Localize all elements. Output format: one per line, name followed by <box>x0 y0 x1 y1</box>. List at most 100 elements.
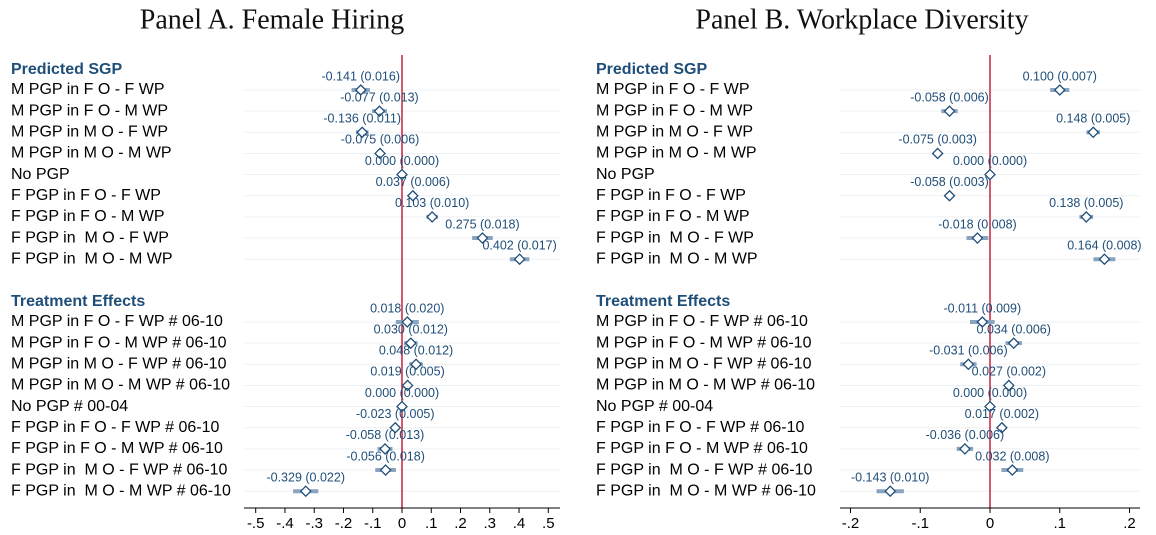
x-tick-label: -.2 <box>842 515 860 532</box>
row-label: F PGP in F O - F WP <box>596 187 746 204</box>
row-label: No PGP <box>596 166 655 183</box>
row-label: M PGP in M O - M WP # 06-10 <box>596 377 815 394</box>
value-label: -0.077 (0.013) <box>340 90 419 104</box>
group-heading: Predicted SGP <box>11 61 122 78</box>
estimate-marker <box>373 105 386 118</box>
estimate-marker <box>1053 84 1066 96</box>
value-label: 0.000 (0.000) <box>365 386 439 400</box>
x-tick-label: -.4 <box>276 515 294 532</box>
group-heading: Predicted SGP <box>596 61 707 78</box>
estimate-marker <box>884 485 897 498</box>
x-tick-label: .3 <box>484 515 497 532</box>
row-label: M PGP in F O - M WP # 06-10 <box>11 334 227 351</box>
value-label: -0.036 (0.006) <box>926 428 1005 442</box>
value-label: -0.018 (0.008) <box>938 217 1017 231</box>
row-label: M PGP in F O - M WP <box>596 102 753 119</box>
value-label: 0.000 (0.000) <box>953 386 1027 400</box>
row-label: M PGP in F O - F WP # 06-10 <box>596 313 808 330</box>
value-label: -0.075 (0.003) <box>898 133 977 147</box>
row-label: F PGP in M O - M WP # 06-10 <box>596 482 816 499</box>
estimate-marker <box>354 84 367 96</box>
row-label: No PGP # 00-04 <box>11 398 128 415</box>
estimate-marker <box>1006 464 1019 476</box>
value-label: 0.103 (0.010) <box>395 196 469 210</box>
value-label: 0.275 (0.018) <box>445 217 519 231</box>
value-label: 0.017 (0.002) <box>965 407 1039 421</box>
estimate-marker <box>1007 337 1020 350</box>
value-label: 0.018 (0.020) <box>370 301 444 315</box>
value-label: 0.000 (0.000) <box>365 154 439 168</box>
x-tick-label: -.1 <box>364 515 382 532</box>
value-label: -0.058 (0.013) <box>346 428 425 442</box>
row-label: No PGP <box>11 166 70 183</box>
row-label: F PGP in M O - F WP <box>11 229 169 246</box>
row-label: F PGP in M O - M WP # 06-10 <box>11 482 231 499</box>
x-tick-label: 0 <box>398 515 406 532</box>
row-label: M PGP in M O - M WP <box>596 145 757 162</box>
estimate-marker <box>379 442 391 455</box>
value-label: -0.058 (0.003) <box>910 175 989 189</box>
x-tick-label: .5 <box>542 515 555 532</box>
estimate-marker <box>513 253 526 266</box>
value-label: 0.164 (0.008) <box>1067 238 1141 252</box>
estimate-marker <box>379 464 392 476</box>
value-label: 0.034 (0.006) <box>977 322 1051 336</box>
row-label: M PGP in M O - M WP <box>11 145 172 162</box>
row-label: M PGP in M O - M WP # 06-10 <box>11 377 230 394</box>
estimate-marker <box>410 358 422 371</box>
row-label: M PGP in M O - F WP <box>11 124 168 141</box>
panel-title: Panel B. Workplace Diversity <box>695 4 1028 35</box>
value-label: -0.143 (0.010) <box>851 470 930 484</box>
row-label: F PGP in F O - M WP <box>11 208 165 225</box>
value-label: -0.031 (0.006) <box>929 344 1008 358</box>
x-tick-label: .1 <box>1054 515 1067 532</box>
x-tick-label: -.5 <box>247 515 265 532</box>
row-label: M PGP in F O - M WP <box>11 102 168 119</box>
estimate-marker <box>389 421 402 434</box>
row-label: M PGP in F O - M WP # 06-10 <box>596 334 812 351</box>
row-label: M PGP in F O - F WP <box>596 81 750 98</box>
value-label: 0.100 (0.007) <box>1023 69 1097 83</box>
row-label: F PGP in F O - F WP # 06-10 <box>11 419 219 436</box>
x-tick-label: 0 <box>986 515 994 532</box>
row-label: No PGP # 00-04 <box>596 398 713 415</box>
value-label: 0.138 (0.005) <box>1049 196 1123 210</box>
value-label: -0.011 (0.009) <box>944 301 1022 315</box>
row-label: M PGP in M O - F WP # 06-10 <box>596 356 812 373</box>
estimate-marker <box>401 316 414 328</box>
group-heading: Treatment Effects <box>11 293 145 310</box>
value-label: -0.075 (0.006) <box>341 133 420 147</box>
value-label: 0.032 (0.008) <box>975 449 1049 463</box>
estimate-marker <box>374 147 386 160</box>
row-label: F PGP in F O - M WP # 06-10 <box>11 440 223 457</box>
row-label: F PGP in M O - F WP <box>596 229 754 246</box>
row-label: F PGP in F O - F WP # 06-10 <box>596 419 804 436</box>
estimate-marker <box>962 358 975 371</box>
value-label: 0.030 (0.012) <box>374 322 448 336</box>
estimate-marker <box>984 168 996 181</box>
value-label: 0.037 (0.006) <box>376 175 450 189</box>
row-label: F PGP in M O - F WP # 06-10 <box>596 461 812 478</box>
estimate-marker <box>356 126 369 139</box>
estimate-marker <box>426 210 439 223</box>
estimate-marker <box>971 232 984 244</box>
row-label: F PGP in M O - F WP # 06-10 <box>11 461 227 478</box>
value-label: -0.136 (0.011) <box>323 112 401 126</box>
row-label: M PGP in M O - F WP <box>596 124 753 141</box>
estimate-marker <box>995 421 1008 434</box>
estimate-marker <box>406 189 419 202</box>
estimate-marker <box>976 316 989 328</box>
row-label: F PGP in F O - M WP # 06-10 <box>596 440 808 457</box>
estimate-marker <box>958 442 971 455</box>
estimate-marker <box>931 147 944 160</box>
row-label: M PGP in M O - F WP # 06-10 <box>11 356 227 373</box>
estimate-marker <box>299 485 312 498</box>
estimate-marker <box>401 379 414 392</box>
x-tick-label: .2 <box>454 515 467 532</box>
value-label: 0.148 (0.005) <box>1056 112 1130 126</box>
estimate-marker <box>984 400 996 413</box>
value-label: -0.056 (0.018) <box>346 449 425 463</box>
row-label: F PGP in F O - F WP <box>11 187 161 204</box>
value-label: 0.027 (0.002) <box>972 365 1046 379</box>
